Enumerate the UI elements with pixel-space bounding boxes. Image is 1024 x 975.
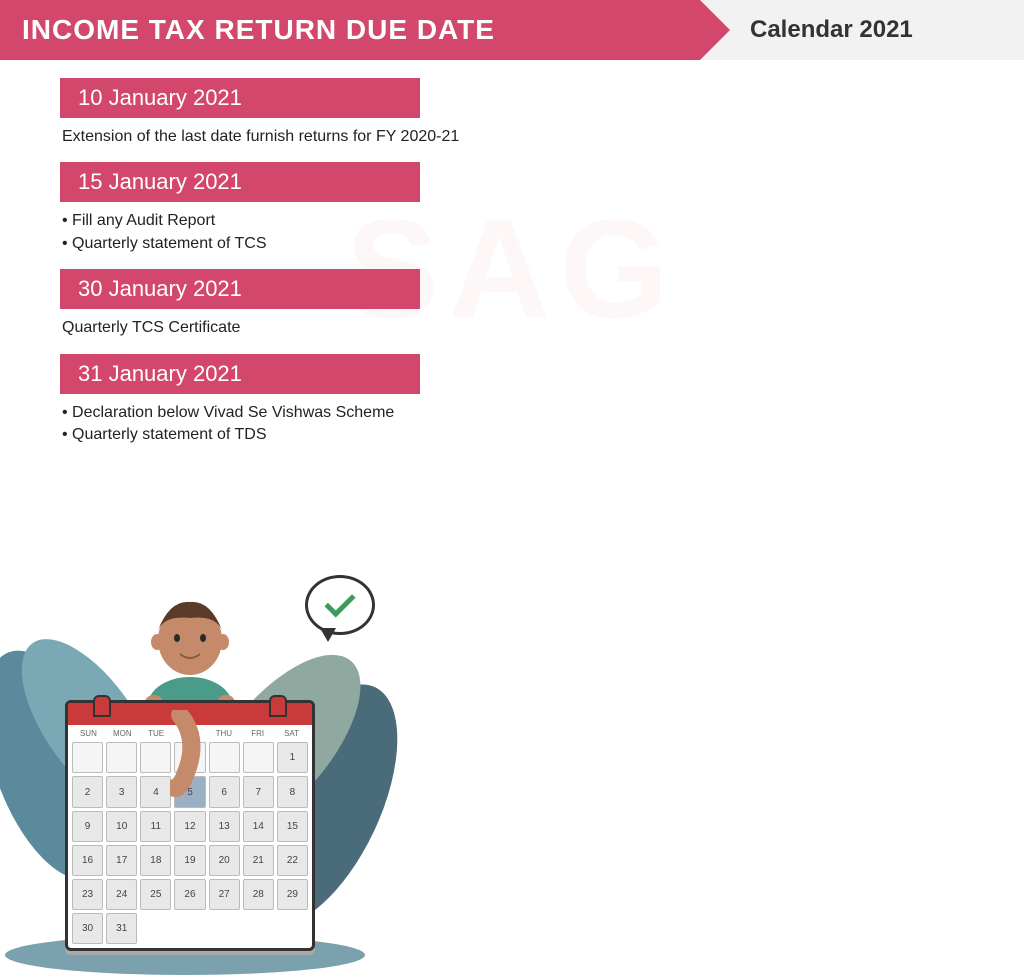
speech-bubble <box>305 575 375 635</box>
calendar-cell: 17 <box>106 845 137 876</box>
calendar-cell-empty <box>72 742 103 773</box>
date-badge: 15 January 2021 <box>60 162 420 202</box>
calendar-illustration: SUN MON TUE WED THU FRI SAT 123456789101… <box>0 545 400 975</box>
due-date-item: 31 January 2021 • Declaration below Viva… <box>60 354 964 449</box>
calendar-cell: 3 <box>106 776 137 807</box>
calendar-cell: 4 <box>140 776 171 807</box>
calendar-cell: 14 <box>243 811 274 842</box>
calendar-cell: 9 <box>72 811 103 842</box>
due-date-item: 15 January 2021 • Fill any Audit Report … <box>60 162 964 257</box>
calendar-cell: 27 <box>209 879 240 910</box>
due-date-item: 10 January 2021 Extension of the last da… <box>60 78 964 150</box>
calendar-cell: 31 <box>106 913 137 944</box>
calendar-cell: 18 <box>140 845 171 876</box>
calendar-cell: 29 <box>277 879 308 910</box>
calendar-cell: 20 <box>209 845 240 876</box>
calendar-cell-empty <box>140 742 171 773</box>
calendar-cell: 25 <box>140 879 171 910</box>
calendar-cell: 2 <box>72 776 103 807</box>
calendar-cell: 1 <box>277 742 308 773</box>
date-badge: 31 January 2021 <box>60 354 420 394</box>
calendar-cell: 21 <box>243 845 274 876</box>
calendar-cell-empty <box>106 742 137 773</box>
calendar-cell: 11 <box>140 811 171 842</box>
check-icon <box>324 587 355 618</box>
calendar-cell: 24 <box>106 879 137 910</box>
calendar-cell: 12 <box>174 811 205 842</box>
calendar-cell: 15 <box>277 811 308 842</box>
due-date-list: 10 January 2021 Extension of the last da… <box>0 60 1024 448</box>
calendar-cell: 19 <box>174 845 205 876</box>
calendar-cell: 10 <box>106 811 137 842</box>
calendar-cell: 23 <box>72 879 103 910</box>
date-badge: 10 January 2021 <box>60 78 420 118</box>
date-badge: 30 January 2021 <box>60 269 420 309</box>
due-date-item: 30 January 2021 Quarterly TCS Certificat… <box>60 269 964 341</box>
date-description: Quarterly TCS Certificate <box>60 309 480 341</box>
header-subtitle: Calendar 2021 <box>700 0 1024 60</box>
calendar-cell: 26 <box>174 879 205 910</box>
calendar-cell: 13 <box>209 811 240 842</box>
header-title: INCOME TAX RETURN DUE DATE <box>0 0 700 60</box>
date-description: • Declaration below Vivad Se Vishwas Sch… <box>60 394 480 449</box>
calendar-cell: 8 <box>277 776 308 807</box>
header: INCOME TAX RETURN DUE DATE Calendar 2021 <box>0 0 1024 60</box>
calendar-cell: 16 <box>72 845 103 876</box>
date-description: Extension of the last date furnish retur… <box>60 118 480 150</box>
calendar-cell: 28 <box>243 879 274 910</box>
date-description: • Fill any Audit Report • Quarterly stat… <box>60 202 480 257</box>
calendar-cell: 22 <box>277 845 308 876</box>
calendar-cell: 30 <box>72 913 103 944</box>
pointing-arm <box>170 710 260 800</box>
